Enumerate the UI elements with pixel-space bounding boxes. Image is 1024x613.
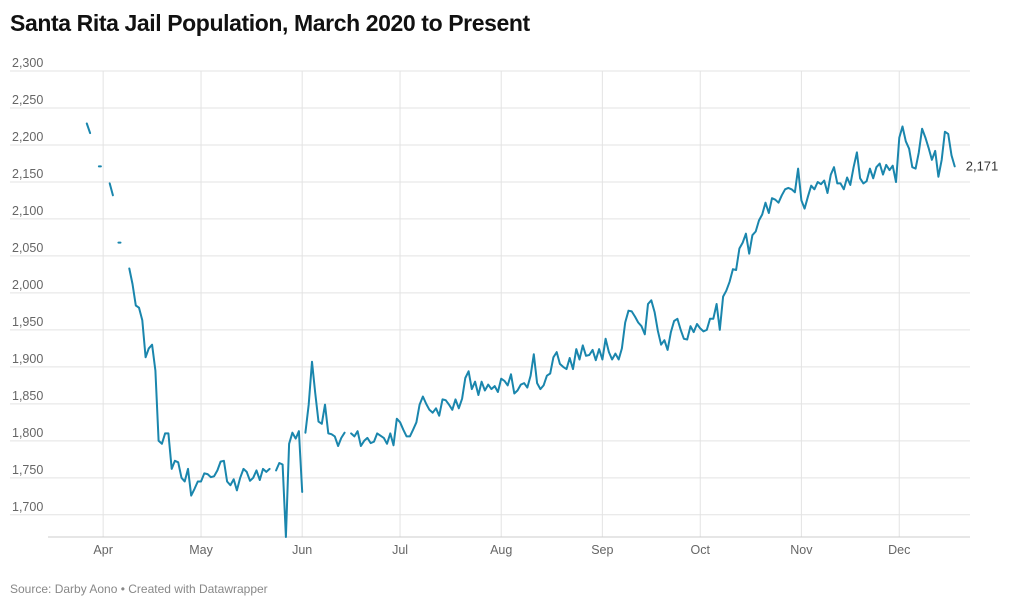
series-lines: [85, 122, 956, 538]
y-tick-label: 1,950: [12, 315, 43, 329]
series-line-segment: [350, 125, 956, 447]
x-tick-label: May: [189, 543, 213, 557]
x-tick-label: Jun: [292, 543, 312, 557]
y-tick-label: 1,850: [12, 389, 43, 403]
x-tick-label: Dec: [888, 543, 910, 557]
end-value-label: 2,171: [966, 158, 999, 173]
x-tick-label: Aug: [490, 543, 512, 557]
x-axis: Apr May Jun Jul Aug Sep Oct Nov Dec: [48, 536, 970, 557]
chart-title: Santa Rita Jail Population, March 2020 t…: [10, 10, 530, 36]
y-tick-label: 2,250: [12, 93, 43, 107]
y-tick-label: 1,900: [12, 352, 43, 366]
y-tick-label: 2,300: [12, 56, 43, 70]
series-line-segment: [108, 182, 114, 197]
gridlines: [10, 70, 970, 537]
y-tick-label: 1,750: [12, 463, 43, 477]
series-line-segment: [304, 360, 346, 447]
series-line-segment: [128, 267, 271, 497]
series-line-segment: [275, 430, 304, 538]
y-tick-label: 2,200: [12, 130, 43, 144]
x-tick-label: Apr: [93, 543, 112, 557]
series-line-segment: [85, 122, 92, 135]
y-tick-label: 2,000: [12, 278, 43, 292]
y-tick-label: 2,100: [12, 204, 43, 218]
y-tick-label: 1,800: [12, 426, 43, 440]
x-tick-label: Oct: [691, 543, 711, 557]
x-tick-label: Sep: [591, 543, 613, 557]
y-axis: 1,700 1,750 1,800 1,850 1,900 1,950 2,000 2,050…: [12, 56, 43, 514]
y-tick-label: 2,150: [12, 167, 43, 181]
y-tick-label: 1,700: [12, 500, 43, 514]
x-tick-label: Jul: [392, 543, 408, 557]
source-credit: Source: Darby Aono • Created with Datawr…: [10, 582, 268, 596]
x-tick-label: Nov: [790, 543, 813, 557]
y-tick-label: 2,050: [12, 241, 43, 255]
